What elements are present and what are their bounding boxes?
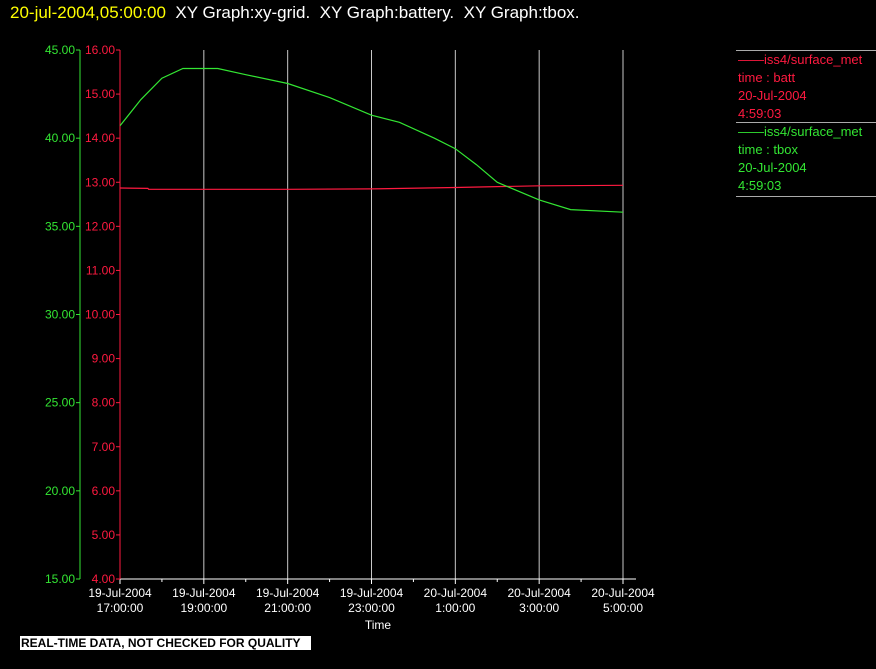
y-tick-label-batt: 9.00	[92, 352, 116, 366]
legend-date: 20-Jul-2004	[738, 160, 807, 175]
y-tick-label-batt: 7.00	[92, 440, 116, 454]
series-line-tbox	[119, 67, 624, 213]
y-tick-label-batt: 11.00	[86, 263, 115, 277]
legend-entry-batt: ——iss4/surface_met time : batt 20-Jul-20…	[736, 50, 876, 123]
y-tick-label-tbox: 40.00	[45, 131, 75, 145]
y-tick-label-tbox: 30.00	[45, 308, 75, 322]
y-tick-label-batt: 15.00	[85, 87, 115, 101]
y-tick-label-tbox: 15.00	[45, 572, 75, 586]
x-tick-label-time: 21:00:00	[264, 601, 311, 615]
x-tick-label-time: 23:00:00	[348, 601, 395, 615]
y-tick-label-batt: 16.00	[85, 43, 115, 57]
x-axis-label: Time	[365, 618, 392, 632]
legend-time: 4:59:03	[738, 178, 782, 193]
title-graphs: XY Graph:xy-grid. XY Graph:battery. XY G…	[165, 3, 580, 22]
y-tick-label-tbox: 35.00	[45, 219, 75, 233]
legend-name: iss4/surface_met	[764, 124, 863, 139]
quality-note: REAL-TIME DATA, NOT CHECKED FOR QUALITY	[20, 636, 311, 650]
x-tick-label-time: 3:00:00	[519, 601, 559, 615]
x-tick-label-time: 17:00:00	[97, 601, 144, 615]
x-tick-label-date: 19-Jul-2004	[340, 586, 404, 600]
graph-title: 20-jul-2004,05:00:00 XY Graph:xy-grid. X…	[10, 3, 580, 23]
x-tick-label-date: 20-Jul-2004	[591, 586, 655, 600]
title-date: 20-jul-2004,05:00:00	[10, 3, 166, 22]
y-tick-label-tbox: 20.00	[45, 484, 75, 498]
x-tick-label-time: 5:00:00	[603, 601, 643, 615]
y-tick-label-batt: 5.00	[92, 528, 116, 542]
y-tick-label-batt: 13.00	[85, 175, 115, 189]
legend-time: 4:59:03	[738, 106, 782, 121]
y-tick-label-batt: 12.00	[85, 219, 115, 233]
x-tick-label-date: 20-Jul-2004	[424, 586, 488, 600]
y-tick-label-batt: 14.00	[85, 131, 115, 145]
y-tick-label-tbox: 45.00	[45, 43, 75, 57]
x-tick-label-date: 19-Jul-2004	[88, 586, 152, 600]
x-tick-label-time: 1:00:00	[435, 601, 475, 615]
legend-field: time : batt	[738, 70, 796, 85]
series-line-batt	[119, 184, 624, 190]
y-tick-label-batt: 4.00	[92, 572, 116, 586]
x-tick-label-date: 19-Jul-2004	[172, 586, 236, 600]
legend-date: 20-Jul-2004	[738, 88, 807, 103]
y-tick-label-batt: 6.00	[92, 484, 116, 498]
y-tick-label-tbox: 25.00	[45, 396, 75, 410]
x-tick-label-date: 19-Jul-2004	[256, 586, 320, 600]
y-tick-label-batt: 8.00	[92, 396, 116, 410]
legend-field: time : tbox	[738, 142, 798, 157]
legend-name: iss4/surface_met	[764, 52, 863, 67]
x-tick-label-date: 20-Jul-2004	[507, 586, 571, 600]
x-tick-label-time: 19:00:00	[180, 601, 227, 615]
legend-entry-tbox: ——iss4/surface_met time : tbox 20-Jul-20…	[736, 122, 876, 197]
y-tick-label-batt: 10.00	[85, 308, 115, 322]
